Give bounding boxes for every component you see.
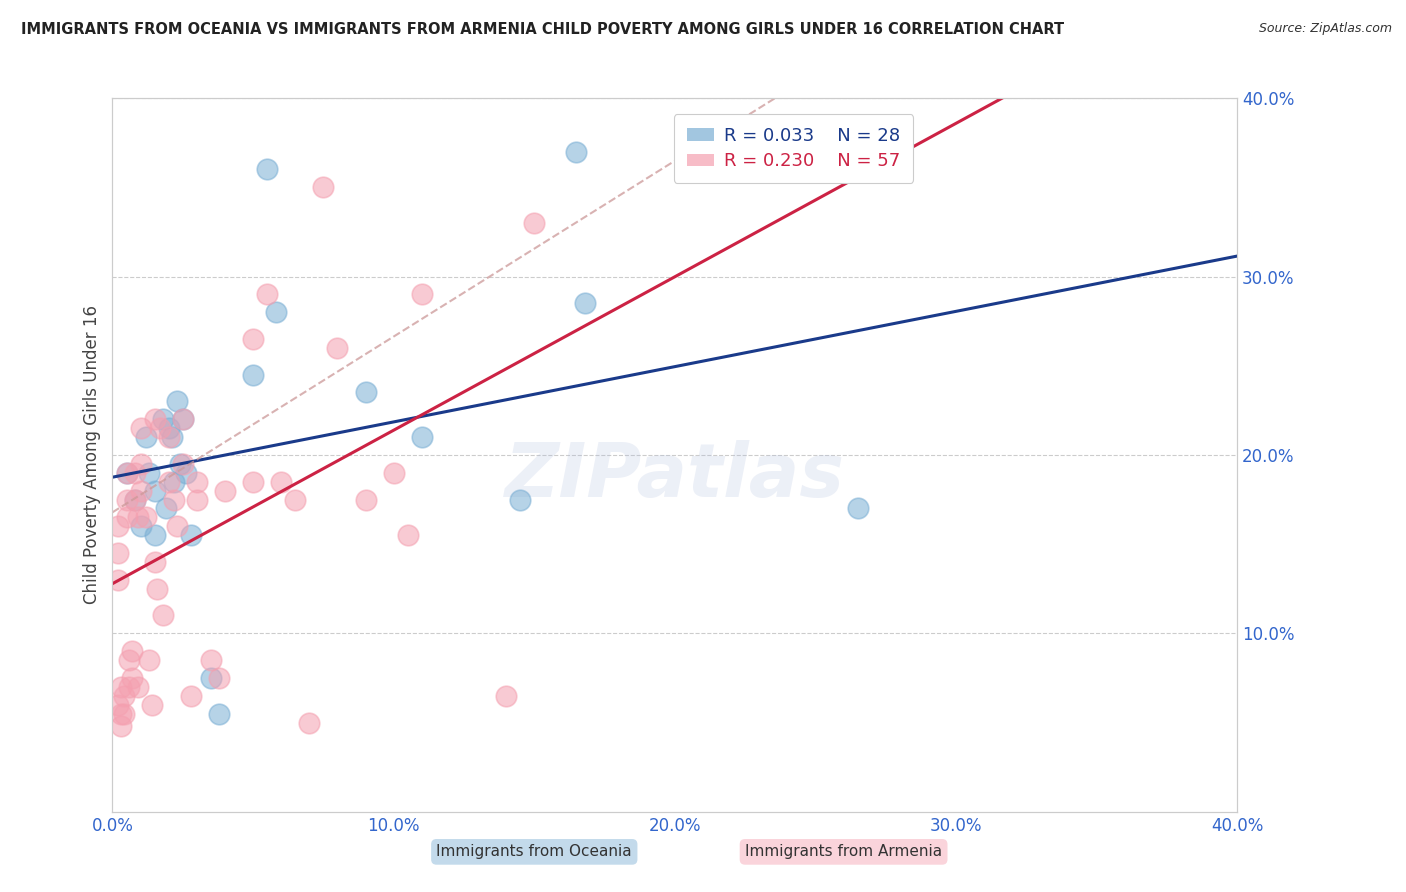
Point [495, 689, 517, 703]
Point [138, 653, 160, 667]
Point [180, 528, 202, 542]
Point [574, 296, 596, 310]
Point [157, 421, 180, 435]
Point [411, 430, 433, 444]
Point [157, 430, 180, 444]
Point [180, 689, 202, 703]
Point [124, 492, 146, 507]
Point [129, 483, 152, 498]
Point [110, 680, 132, 694]
Text: ZIPatlas: ZIPatlas [505, 440, 845, 513]
Point [326, 341, 349, 355]
Point [129, 421, 152, 435]
Point [160, 430, 183, 444]
Point [157, 475, 180, 489]
Point [169, 457, 191, 471]
Point [121, 671, 143, 685]
Point [146, 582, 169, 596]
Point [115, 466, 138, 480]
Point [127, 510, 149, 524]
Point [143, 555, 166, 569]
Point [565, 145, 588, 159]
Point [141, 698, 163, 712]
Point [846, 501, 869, 516]
Point [172, 457, 194, 471]
Point [124, 492, 146, 507]
Point [138, 466, 160, 480]
Point [382, 466, 405, 480]
Point [149, 421, 172, 435]
Point [298, 715, 321, 730]
Point [110, 706, 132, 721]
Point [186, 492, 208, 507]
Point [163, 475, 186, 489]
Point [135, 430, 157, 444]
Point [396, 528, 419, 542]
Point [411, 287, 433, 301]
Point [124, 466, 146, 480]
Point [208, 671, 231, 685]
Point [152, 412, 174, 426]
Text: IMMIGRANTS FROM OCEANIA VS IMMIGRANTS FROM ARMENIA CHILD POVERTY AMONG GIRLS UND: IMMIGRANTS FROM OCEANIA VS IMMIGRANTS FR… [21, 22, 1064, 37]
Point [509, 492, 531, 507]
Point [143, 483, 166, 498]
Point [166, 394, 188, 409]
Point [155, 501, 177, 516]
Point [166, 519, 188, 533]
Point [284, 492, 307, 507]
Point [121, 644, 143, 658]
Point [523, 216, 546, 230]
Point [110, 719, 132, 733]
Point [143, 528, 166, 542]
Point [115, 510, 138, 524]
Point [256, 287, 278, 301]
Point [214, 483, 236, 498]
Point [354, 492, 377, 507]
Point [112, 706, 135, 721]
Point [118, 653, 141, 667]
Point [118, 680, 141, 694]
Point [129, 457, 152, 471]
Point [312, 180, 335, 194]
Point [172, 412, 194, 426]
Point [208, 706, 231, 721]
Point [270, 475, 292, 489]
Y-axis label: Child Poverty Among Girls Under 16: Child Poverty Among Girls Under 16 [83, 305, 101, 605]
Point [135, 510, 157, 524]
Text: Source: ZipAtlas.com: Source: ZipAtlas.com [1258, 22, 1392, 36]
Point [112, 689, 135, 703]
Point [242, 332, 264, 346]
Point [256, 162, 278, 177]
Point [107, 698, 129, 712]
Point [242, 475, 264, 489]
Point [186, 475, 208, 489]
Text: Immigrants from Oceania: Immigrants from Oceania [436, 845, 633, 859]
Point [354, 385, 377, 400]
Point [174, 466, 197, 480]
Point [163, 492, 186, 507]
Point [107, 519, 129, 533]
Point [107, 546, 129, 560]
Point [115, 466, 138, 480]
Point [115, 492, 138, 507]
Point [129, 519, 152, 533]
Point [143, 412, 166, 426]
Point [242, 368, 264, 382]
Point [107, 573, 129, 587]
Point [152, 608, 174, 623]
Point [264, 305, 287, 319]
Point [172, 412, 194, 426]
Point [127, 680, 149, 694]
Legend: R = 0.033    N = 28, R = 0.230    N = 57: R = 0.033 N = 28, R = 0.230 N = 57 [673, 114, 914, 183]
Point [200, 653, 222, 667]
Point [200, 671, 222, 685]
Text: Immigrants from Armenia: Immigrants from Armenia [745, 845, 942, 859]
